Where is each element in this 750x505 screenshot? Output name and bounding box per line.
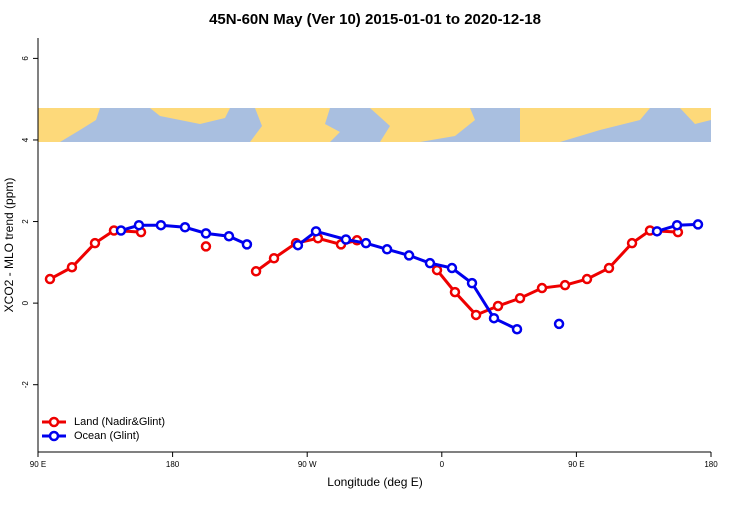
point	[155, 219, 167, 231]
point	[89, 237, 101, 249]
point	[268, 253, 280, 264]
point	[115, 225, 127, 236]
point	[692, 219, 704, 230]
point	[424, 257, 436, 269]
x-tick-label: 0	[440, 460, 445, 469]
y-tick-label: 0	[21, 300, 30, 305]
map-band	[38, 108, 711, 142]
point	[179, 222, 191, 233]
chart-title: 45N-60N May (Ver 10) 2015-01-01 to 2020-…	[209, 11, 541, 28]
point	[200, 241, 212, 252]
y-tick-label: 6	[21, 56, 30, 61]
y-tick-label: 4	[21, 137, 30, 142]
legend-marker	[48, 416, 60, 428]
point	[250, 266, 262, 277]
point	[449, 286, 461, 298]
y-axis-label: XCO2 - MLO trend (ppm)	[2, 178, 16, 313]
point	[603, 262, 615, 274]
point	[536, 282, 548, 294]
point	[488, 312, 500, 324]
legend-marker	[48, 430, 60, 442]
point	[310, 226, 322, 237]
x-tick-label: 90 E	[30, 460, 46, 469]
point	[340, 234, 352, 245]
point	[470, 309, 482, 321]
point	[626, 237, 638, 249]
point	[514, 292, 526, 304]
point	[671, 219, 683, 231]
point	[466, 277, 478, 289]
legend-label: Ocean (Glint)	[74, 430, 139, 442]
point	[133, 219, 145, 231]
point	[492, 300, 504, 312]
x-tick-label: 180	[704, 460, 718, 469]
point	[223, 230, 235, 242]
point	[446, 262, 458, 274]
point	[651, 226, 663, 237]
x-tick-label: 180	[166, 460, 180, 469]
point	[581, 273, 593, 285]
x-tick-label: 90 E	[568, 460, 584, 469]
point	[44, 273, 56, 285]
point	[553, 318, 565, 330]
point	[360, 237, 372, 249]
legend-label: Land (Nadir&Glint)	[74, 416, 165, 428]
point	[66, 261, 78, 273]
point	[559, 279, 571, 291]
y-tick-label: 2	[21, 219, 30, 224]
point	[381, 244, 393, 255]
series-line	[120, 222, 699, 331]
x-axis-label: Longitude (deg E)	[327, 475, 422, 489]
x-tick-label: 90 W	[298, 460, 317, 469]
point	[292, 239, 304, 251]
point	[241, 239, 253, 250]
point	[403, 250, 415, 261]
point	[200, 228, 212, 239]
y-tick-label: -2	[21, 381, 30, 389]
point	[431, 264, 443, 276]
point	[511, 323, 523, 335]
